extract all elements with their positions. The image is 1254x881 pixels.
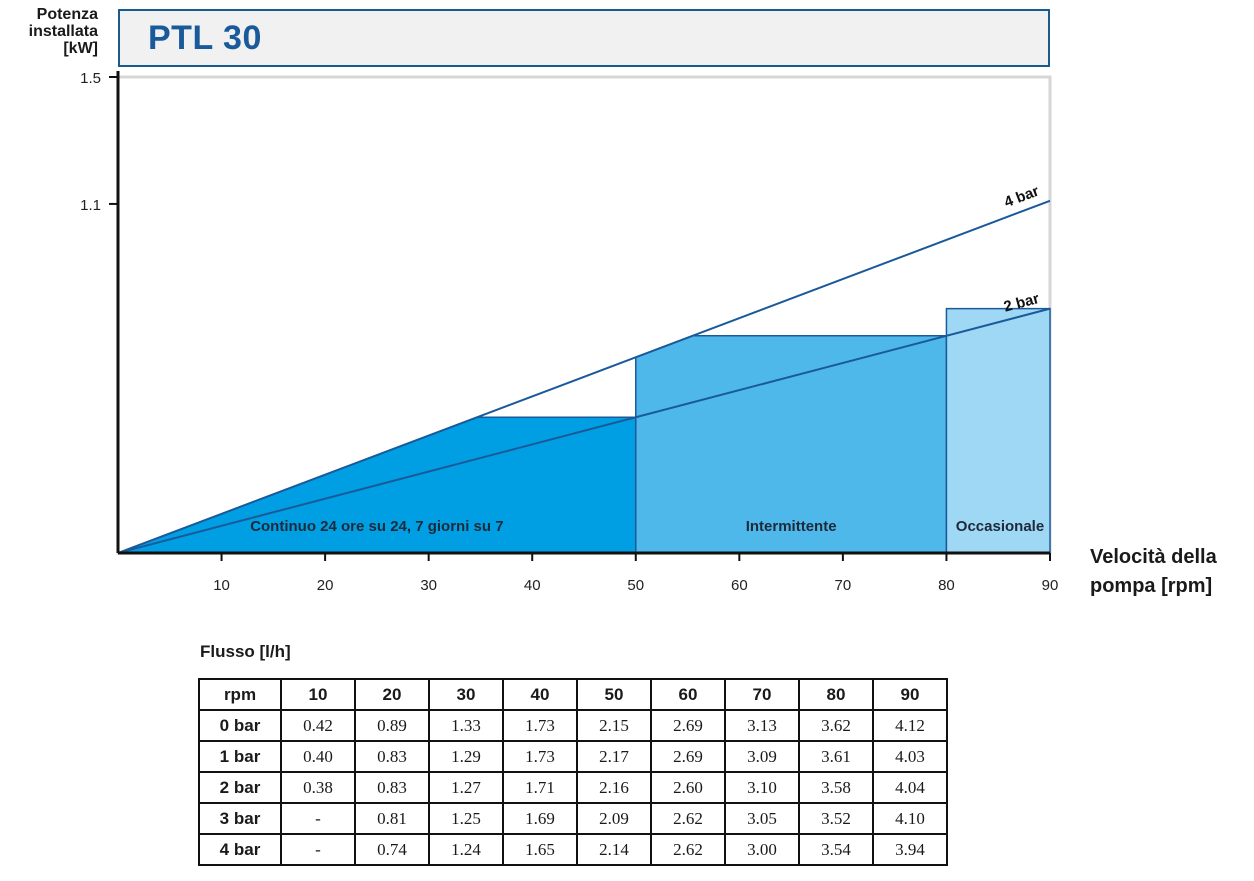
- table-cell: 1.33: [428, 709, 504, 742]
- zone-label: Intermittente: [746, 518, 837, 535]
- table-header-cell: 40: [502, 678, 578, 711]
- x-tick-label: 70: [835, 577, 852, 594]
- y-axis-title-line: installata: [28, 23, 98, 40]
- table-cell: 2.69: [650, 740, 726, 773]
- table-cell: -: [280, 833, 356, 866]
- table-cell: 0.38: [280, 771, 356, 804]
- table-row: 2 bar 0.38 0.83 1.27 1.71 2.16 2.60 3.10 3.58 4.0…: [198, 771, 948, 804]
- table-header-cell: 10: [280, 678, 356, 711]
- table-cell: 3.05: [724, 802, 800, 835]
- table-row-label: 2 bar: [198, 771, 282, 804]
- y-tick-label: 1.5: [80, 70, 101, 87]
- table-header-cell: 30: [428, 678, 504, 711]
- x-tick-label: 60: [731, 577, 748, 594]
- table-header-cell: 80: [798, 678, 874, 711]
- table-title: Flusso [l/h]: [200, 642, 291, 661]
- table-row: 0 bar 0.42 0.89 1.33 1.73 2.15 2.69 3.13 3.62 4.1…: [198, 709, 948, 742]
- table-cell: 1.71: [502, 771, 578, 804]
- table-cell: -: [280, 802, 356, 835]
- table-row-label: 0 bar: [198, 709, 282, 742]
- table-cell: 0.40: [280, 740, 356, 773]
- table-cell: 2.16: [576, 771, 652, 804]
- table-row: 1 bar 0.40 0.83 1.29 1.73 2.17 2.69 3.09 3.61 4.0…: [198, 740, 948, 773]
- y-axis-title-line: [kW]: [63, 40, 98, 57]
- y-axis-title-line: Potenza: [36, 6, 98, 23]
- table-cell: 1.73: [502, 709, 578, 742]
- chart-title: PTL 30: [148, 19, 262, 57]
- x-tick-label: 30: [420, 577, 437, 594]
- x-tick-label: 20: [317, 577, 334, 594]
- table-cell: 0.42: [280, 709, 356, 742]
- table-cell: 1.69: [502, 802, 578, 835]
- table-cell: 0.83: [354, 740, 430, 773]
- x-tick-label: 50: [627, 577, 644, 594]
- table-cell: 0.89: [354, 709, 430, 742]
- table-header-cell: 50: [576, 678, 652, 711]
- table-cell: 3.54: [798, 833, 874, 866]
- table-cell: 2.17: [576, 740, 652, 773]
- table-header-cell: 90: [872, 678, 948, 711]
- table-row: 3 bar -0.81 1.25 1.69 2.09 2.62 3.05 3.52 4.10: [198, 802, 948, 835]
- table-row-label: 1 bar: [198, 740, 282, 773]
- table-row-label: 3 bar: [198, 802, 282, 835]
- table-header-cell: 70: [724, 678, 800, 711]
- table-cell: 4.04: [872, 771, 948, 804]
- table-row: 4 bar -0.74 1.24 1.65 2.14 2.62 3.00 3.54 3.94: [198, 833, 948, 866]
- x-axis-title-line: pompa [rpm]: [1090, 575, 1213, 597]
- table-cell: 2.09: [576, 802, 652, 835]
- table-cell: 3.62: [798, 709, 874, 742]
- table-cell: 2.62: [650, 833, 726, 866]
- table-cell: 1.24: [428, 833, 504, 866]
- x-tick-label: 90: [1042, 577, 1059, 594]
- table-cell: 0.83: [354, 771, 430, 804]
- x-tick-label: 80: [938, 577, 955, 594]
- table-cell: 2.69: [650, 709, 726, 742]
- table-header-row: rpm 10 20 30 40 50 60 70 80 90: [198, 678, 948, 711]
- x-tick-label: 40: [524, 577, 541, 594]
- table-cell: 2.62: [650, 802, 726, 835]
- title-banner: PTL 30: [118, 9, 1050, 67]
- y-axis-title: Potenza installata [kW]: [4, 6, 98, 57]
- table-cell: 4.10: [872, 802, 948, 835]
- table-body: 0 bar 0.42 0.89 1.33 1.73 2.15 2.69 3.13 3.62 4.1…: [198, 709, 948, 866]
- table-header-cell: 60: [650, 678, 726, 711]
- x-axis-title-line: Velocità della: [1090, 546, 1217, 568]
- series-line: [117, 199, 1051, 554]
- y-tick-label: 1.1: [80, 197, 101, 214]
- table-cell: 1.27: [428, 771, 504, 804]
- zone-label: Continuo 24 ore su 24, 7 giorni su 7: [250, 518, 503, 535]
- table-cell: 4.12: [872, 709, 948, 742]
- table-cell: 3.00: [724, 833, 800, 866]
- table-cell: 3.10: [724, 771, 800, 804]
- table-cell: 3.52: [798, 802, 874, 835]
- x-tick-label: 10: [213, 577, 230, 594]
- table-cell: 1.25: [428, 802, 504, 835]
- table-cell: 1.65: [502, 833, 578, 866]
- table-row-label: 4 bar: [198, 833, 282, 866]
- table-cell: 4.03: [872, 740, 948, 773]
- table-header-cell: 20: [354, 678, 430, 711]
- table-cell: 0.81: [354, 802, 430, 835]
- table-cell: 3.13: [724, 709, 800, 742]
- x-axis-title: Velocità della pompa [rpm]: [1090, 543, 1217, 601]
- zone-area: [945, 307, 1051, 554]
- table-cell: 3.94: [872, 833, 948, 866]
- zone-label: Occasionale: [956, 518, 1044, 535]
- power-chart: Continuo 24 ore su 24, 7 giorni su 7 Inte…: [80, 70, 1059, 594]
- table-cell: 3.09: [724, 740, 800, 773]
- flow-table: rpm 10 20 30 40 50 60 70 80 90 0 bar 0.42…: [198, 678, 948, 866]
- table-cell: 3.58: [798, 771, 874, 804]
- table-header-rpm: rpm: [198, 678, 282, 711]
- table-cell: 2.60: [650, 771, 726, 804]
- table-cell: 1.29: [428, 740, 504, 773]
- table-cell: 0.74: [354, 833, 430, 866]
- table-cell: 1.73: [502, 740, 578, 773]
- series-line: [117, 307, 1051, 554]
- table-cell: 3.61: [798, 740, 874, 773]
- table-cell: 2.14: [576, 833, 652, 866]
- table-cell: 2.15: [576, 709, 652, 742]
